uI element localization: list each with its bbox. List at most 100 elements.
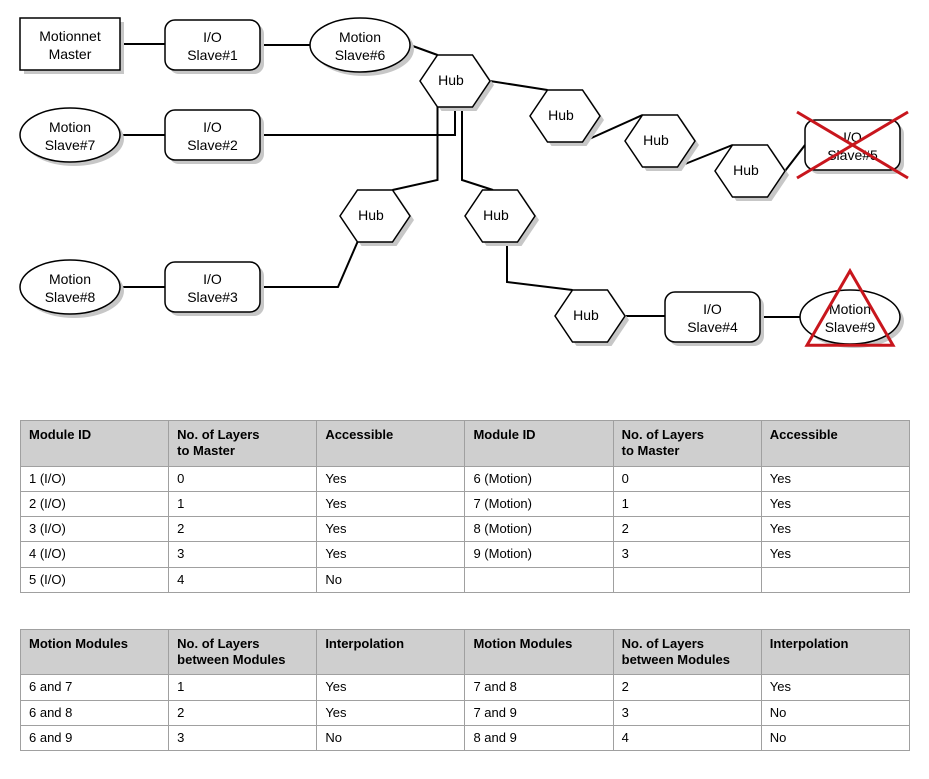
svg-text:Hub: Hub bbox=[643, 132, 669, 148]
svg-text:Slave#4: Slave#4 bbox=[687, 319, 738, 335]
node-m7: Motion Slave#7 bbox=[20, 108, 124, 166]
table-cell: 8 (Motion) bbox=[465, 517, 613, 542]
table-cell: 2 bbox=[169, 700, 317, 725]
table-cell: Yes bbox=[317, 491, 465, 516]
column-header: Motion Modules bbox=[465, 629, 613, 675]
table-cell bbox=[613, 567, 761, 592]
table-cell: 7 (Motion) bbox=[465, 491, 613, 516]
table-cell: 0 bbox=[169, 466, 317, 491]
node-io1: I/O Slave#1 bbox=[165, 20, 264, 74]
table-cell: Yes bbox=[761, 675, 909, 700]
node-hub2c: Hub bbox=[715, 145, 789, 201]
svg-text:Motion: Motion bbox=[829, 301, 871, 317]
table-cell: Yes bbox=[761, 466, 909, 491]
table-cell: 0 bbox=[613, 466, 761, 491]
svg-text:I/O: I/O bbox=[203, 271, 222, 287]
table-cell: 1 (I/O) bbox=[21, 466, 169, 491]
nodes: MotionnetMasterI/OSlave#1MotionSlave#6Hu… bbox=[20, 18, 904, 348]
table-cell: Yes bbox=[761, 517, 909, 542]
table-cell: 3 bbox=[613, 542, 761, 567]
table-cell bbox=[465, 567, 613, 592]
svg-text:Hub: Hub bbox=[573, 307, 599, 323]
table-cell: 2 bbox=[613, 675, 761, 700]
page: MotionnetMasterI/OSlave#1MotionSlave#6Hu… bbox=[0, 0, 929, 779]
svg-text:Hub: Hub bbox=[358, 207, 384, 223]
table-cell: No bbox=[761, 725, 909, 750]
table-cell: 4 bbox=[613, 725, 761, 750]
svg-text:I/O: I/O bbox=[203, 119, 222, 135]
node-io3: I/OSlave#3 bbox=[165, 262, 264, 316]
table-cell: No bbox=[761, 700, 909, 725]
table-cell: 3 bbox=[169, 725, 317, 750]
node-m8: MotionSlave#8 bbox=[20, 260, 124, 318]
table-cell: 2 bbox=[169, 517, 317, 542]
svg-text:I/O: I/O bbox=[703, 301, 722, 317]
table-cell: 1 bbox=[169, 675, 317, 700]
table-cell: No bbox=[317, 725, 465, 750]
table-cell: Yes bbox=[761, 542, 909, 567]
table-cell: 1 bbox=[169, 491, 317, 516]
svg-text:I/O: I/O bbox=[203, 29, 222, 45]
table-cell: 2 bbox=[613, 517, 761, 542]
table-cell: 3 (I/O) bbox=[21, 517, 169, 542]
table-cell: 4 bbox=[169, 567, 317, 592]
table-cell: 6 (Motion) bbox=[465, 466, 613, 491]
column-header: Interpolation bbox=[317, 629, 465, 675]
table-cell: 4 (I/O) bbox=[21, 542, 169, 567]
tables-container: Module IDNo. of Layersto MasterAccessibl… bbox=[20, 420, 910, 751]
table-cell: 7 and 8 bbox=[465, 675, 613, 700]
column-header: Motion Modules bbox=[21, 629, 169, 675]
svg-text:Hub: Hub bbox=[438, 72, 464, 88]
node-io2: I/O Slave#2 bbox=[165, 110, 264, 164]
svg-text:Hub: Hub bbox=[733, 162, 759, 178]
table-row: 6 and 71Yes7 and 82Yes bbox=[21, 675, 910, 700]
svg-text:Slave#8: Slave#8 bbox=[45, 289, 96, 305]
svg-text:Hub: Hub bbox=[548, 107, 574, 123]
svg-text:Motion: Motion bbox=[49, 119, 91, 135]
table-cell: 1 bbox=[613, 491, 761, 516]
svg-text:Slave#2: Slave#2 bbox=[187, 137, 238, 153]
column-header: No. of Layersto Master bbox=[169, 421, 317, 467]
table-cell bbox=[761, 567, 909, 592]
column-header: No. of Layersbetween Modules bbox=[613, 629, 761, 675]
table-cell: Yes bbox=[317, 700, 465, 725]
table-cell: 2 (I/O) bbox=[21, 491, 169, 516]
node-hub4: Hub bbox=[555, 290, 629, 346]
node-hub1: Hub bbox=[420, 55, 494, 111]
node-io4: I/O Slave#4 bbox=[665, 292, 764, 346]
svg-text:Slave#7: Slave#7 bbox=[45, 137, 96, 153]
table-row: 1 (I/O)0Yes6 (Motion)0Yes bbox=[21, 466, 910, 491]
table-row: 3 (I/O)2Yes8 (Motion)2Yes bbox=[21, 517, 910, 542]
table-cell: 9 (Motion) bbox=[465, 542, 613, 567]
table-cell: Yes bbox=[317, 675, 465, 700]
column-header: Accessible bbox=[761, 421, 909, 467]
svg-text:Master: Master bbox=[49, 46, 92, 62]
network-diagram: MotionnetMasterI/OSlave#1MotionSlave#6Hu… bbox=[0, 0, 929, 400]
node-m6: MotionSlave#6 bbox=[310, 18, 414, 76]
table-row: 6 and 82Yes7 and 93No bbox=[21, 700, 910, 725]
svg-text:Slave#6: Slave#6 bbox=[335, 47, 386, 63]
svg-text:Motionnet: Motionnet bbox=[39, 28, 101, 44]
column-header: Interpolation bbox=[761, 629, 909, 675]
column-header: Accessible bbox=[317, 421, 465, 467]
table-cell: 7 and 9 bbox=[465, 700, 613, 725]
node-hub3l: Hub bbox=[340, 190, 414, 246]
table-cell: Yes bbox=[317, 542, 465, 567]
node-master: Motionnet Master bbox=[20, 18, 124, 74]
table-cell: 6 and 9 bbox=[21, 725, 169, 750]
column-header: Module ID bbox=[21, 421, 169, 467]
table-cell: Yes bbox=[317, 466, 465, 491]
table-row: 4 (I/O)3Yes9 (Motion)3Yes bbox=[21, 542, 910, 567]
layers-between-modules-table: Motion ModulesNo. of Layersbetween Modul… bbox=[20, 629, 910, 751]
svg-text:Slave#9: Slave#9 bbox=[825, 319, 876, 335]
svg-text:Slave#1: Slave#1 bbox=[187, 47, 238, 63]
table-cell: 6 and 8 bbox=[21, 700, 169, 725]
table-cell: No bbox=[317, 567, 465, 592]
svg-text:Hub: Hub bbox=[483, 207, 509, 223]
table-row: 6 and 93No8 and 94No bbox=[21, 725, 910, 750]
column-header: No. of Layersbetween Modules bbox=[169, 629, 317, 675]
table-cell: 5 (I/O) bbox=[21, 567, 169, 592]
table-row: 2 (I/O)1Yes7 (Motion)1Yes bbox=[21, 491, 910, 516]
table-row: 5 (I/O)4No bbox=[21, 567, 910, 592]
table-cell: 3 bbox=[169, 542, 317, 567]
